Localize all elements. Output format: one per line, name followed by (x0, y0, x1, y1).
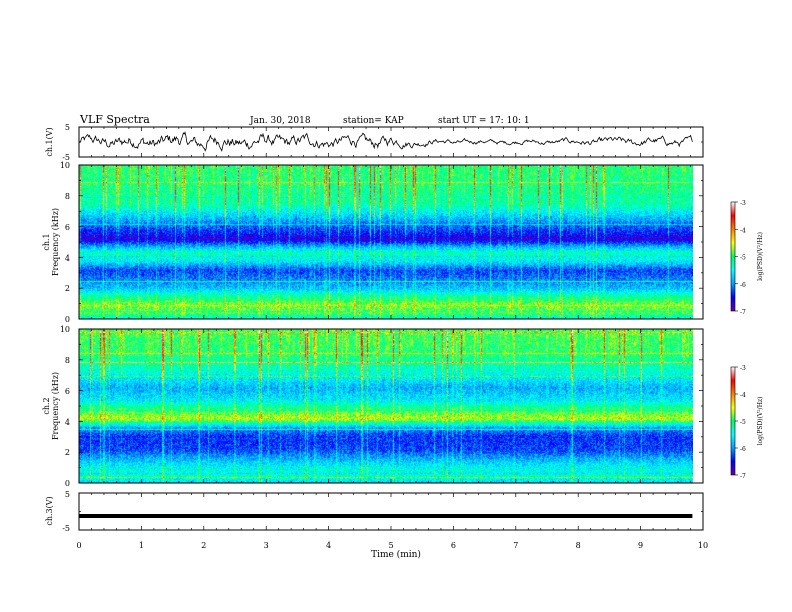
ch1-freq-tick-6: 6 (65, 223, 70, 232)
colorbar-tick-label: -6 (740, 282, 746, 289)
colorbar-tick-label: -3 (740, 365, 746, 372)
ch1-frequency-label: Frequency (kHz) (51, 208, 60, 276)
ch1-freq-tick-10: 10 (60, 161, 70, 170)
colorbar-tick-label: -3 (740, 200, 746, 207)
time-tick-label: 8 (576, 541, 581, 550)
ch2-colorbar: -3 -4 -5 -6 -7 log(PSD)(V²/Hz) (730, 365, 764, 480)
ch1-freq-tick-2: 2 (65, 284, 70, 293)
start-time-label: start UT = 17: 10: 1 (438, 116, 530, 126)
ch2-freq-tick-0: 0 (65, 479, 70, 488)
colorbar-tick-label: -5 (740, 419, 746, 426)
time-axis-tick-labels: 0 1 2 3 4 5 6 7 8 9 10 (76, 541, 708, 550)
figure-title: VLF Spectra (79, 113, 150, 126)
colorbar-tick-label: -7 (740, 473, 746, 480)
ch2-channel-label: ch.2 (42, 397, 51, 414)
ch3-waveform-panel: 5 -5 ch.3(V) 0 1 2 3 4 5 6 7 8 9 10 Time (min) (45, 490, 708, 560)
ch3-ylabel: ch.3(V) (45, 496, 54, 525)
time-tick-label: 4 (326, 541, 331, 550)
ch2-freq-tick-10: 10 (60, 325, 70, 334)
time-axis-label: Time (min) (371, 549, 421, 560)
ch2-freq-tick-2: 2 (65, 448, 70, 457)
ch1-channel-label: ch.1 (42, 233, 51, 250)
ch3-tick-marks (78, 492, 704, 531)
time-tick-label: 10 (698, 541, 708, 550)
time-tick-label: 2 (201, 541, 206, 550)
colorbar-label: log(PSD)(V²/Hz) (757, 232, 764, 281)
ch2-freq-tick-8: 8 (65, 356, 70, 365)
ch1-waveform-line (78, 131, 693, 152)
time-tick-label: 7 (513, 541, 518, 550)
colorbar-label: log(PSD)(V²/Hz) (757, 397, 764, 446)
ch2-freq-tick-6: 6 (65, 387, 70, 396)
colorbar-tick-label: -6 (740, 446, 746, 453)
time-tick-label: 3 (264, 541, 269, 550)
ch1-colorbar: -3 -4 -5 -6 -7 log(PSD)(V²/Hz) (730, 200, 764, 316)
ch1-spectrogram-ticks (78, 164, 704, 320)
ch2-spectrogram-ticks (78, 328, 704, 484)
ch1-tick-marks (78, 126, 704, 158)
date-label: Jan. 30, 2018 (249, 116, 311, 126)
station-label: station= KAP (343, 116, 404, 126)
ch1-spectrogram-panel: 0 2 4 6 8 10 ch.1 Frequency (kHz) (42, 161, 704, 324)
ch1-freq-tick-8: 8 (65, 192, 70, 201)
colorbar-scale (730, 201, 736, 312)
ch1-spectrogram-image (79, 165, 693, 319)
time-tick-label: 0 (76, 541, 81, 550)
ch1-freq-tick-4: 4 (65, 254, 70, 263)
time-tick-label: 9 (638, 541, 643, 550)
colorbar-tick-label: -4 (740, 227, 746, 234)
time-tick-label: 6 (451, 541, 456, 550)
colorbar-tick-label: -7 (740, 309, 746, 316)
ch2-frequency-label: Frequency (kHz) (51, 372, 60, 440)
colorbar-scale (730, 366, 736, 476)
ch1-ylabel: ch.1(V) (45, 127, 54, 156)
ch1-freq-tick-0: 0 (65, 315, 70, 324)
ch1-waveform-panel: 5 -5 ch.1(V) (45, 123, 704, 162)
ch2-spectrogram-panel: 0 2 4 6 8 10 ch.2 Frequency (kHz) (42, 325, 704, 488)
ch1-ytick-bottom: -5 (62, 153, 70, 162)
colorbar-tick-label: -4 (740, 392, 746, 399)
time-tick-label: 5 (388, 541, 393, 550)
colorbar-tick-label: -5 (740, 255, 746, 262)
ch1-ytick-top: 5 (65, 123, 70, 132)
ch3-ytick-bottom: -5 (62, 524, 70, 533)
time-tick-label: 1 (139, 541, 144, 550)
ch2-spectrogram-image (79, 329, 693, 483)
ch3-ytick-top: 5 (65, 490, 70, 499)
ch2-freq-tick-4: 4 (65, 418, 70, 427)
